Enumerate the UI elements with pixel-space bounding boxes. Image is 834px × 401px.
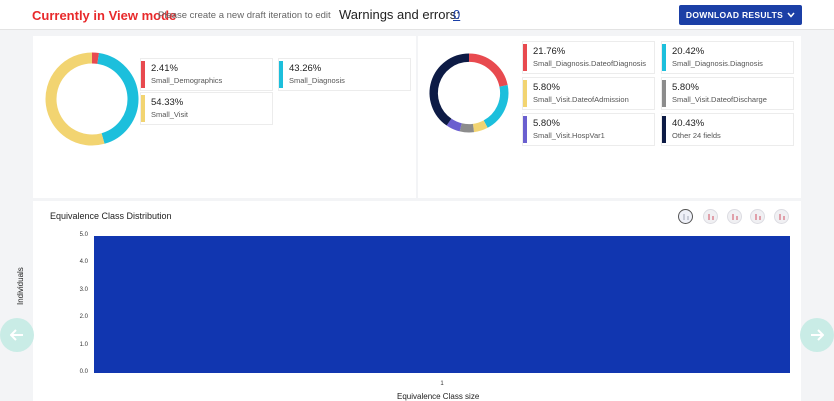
legend-color-bar bbox=[662, 80, 666, 107]
field-donut-slice-1 bbox=[483, 85, 509, 128]
legend-name: Small_Visit.HospVar1 bbox=[533, 131, 605, 140]
top-bar: Currently in View mode Please create a n… bbox=[0, 0, 834, 30]
view-mode-subtitle: Please create a new draft iteration to e… bbox=[158, 10, 331, 21]
legend-color-bar bbox=[662, 44, 666, 71]
chart-type-icon-3[interactable] bbox=[727, 209, 742, 224]
legend-item: 2.41% Small_Demographics bbox=[140, 58, 273, 91]
table-donut-chart bbox=[45, 52, 139, 146]
legend-item: 20.42% Small_Diagnosis.Diagnosis bbox=[661, 41, 794, 74]
legend-name: Small_Demographics bbox=[151, 76, 223, 85]
chart-type-icon-5[interactable] bbox=[774, 209, 789, 224]
view-mode-title: Currently in View mode bbox=[32, 8, 177, 23]
legend-item: 54.33% Small_Visit bbox=[140, 92, 273, 125]
chart-type-icon-2[interactable] bbox=[703, 209, 718, 224]
legend-item: 5.80% Small_Visit.DateofDischarge bbox=[661, 77, 794, 110]
legend-name: Small_Diagnosis bbox=[289, 76, 345, 85]
y-axis-label: Individuals bbox=[16, 267, 25, 305]
next-arrow-button[interactable] bbox=[800, 318, 834, 352]
legend-percent: 5.80% bbox=[533, 82, 560, 93]
field-summary-panel: 21.76% Small_Diagnosis.DateofDiagnosis 2… bbox=[418, 36, 801, 198]
legend-percent: 43.26% bbox=[289, 63, 322, 74]
previous-arrow-button[interactable] bbox=[0, 318, 34, 352]
legend-percent: 40.43% bbox=[672, 118, 705, 129]
legend-name: Small_Diagnosis.DateofDiagnosis bbox=[533, 59, 646, 68]
legend-color-bar bbox=[279, 61, 283, 88]
legend-item: 43.26% Small_Diagnosis bbox=[278, 58, 411, 91]
legend-name: Small_Visit bbox=[151, 110, 188, 119]
field-donut-slice-0 bbox=[468, 53, 508, 87]
equivalence-class-panel: Equivalence Class Distribution bbox=[33, 201, 801, 401]
legend-percent: 21.76% bbox=[533, 46, 566, 57]
table-summary-panel: 2.41% Small_Demographics 43.26% Small_Di… bbox=[33, 36, 416, 198]
legend-item: 5.80% Small_Visit.DateofAdmission bbox=[522, 77, 655, 110]
field-donut-slice-3 bbox=[459, 123, 475, 133]
field-donut-chart bbox=[429, 53, 509, 133]
warnings-count-link[interactable]: 0 bbox=[453, 7, 461, 22]
legend-percent: 54.33% bbox=[151, 97, 184, 108]
legend-item: 21.76% Small_Diagnosis.DateofDiagnosis bbox=[522, 41, 655, 74]
chevron-down-icon bbox=[787, 12, 795, 18]
chart-type-bar-icon[interactable] bbox=[678, 209, 693, 224]
arrow-right-icon bbox=[811, 329, 824, 341]
arrow-left-icon bbox=[10, 329, 23, 341]
table-donut-slice-2 bbox=[45, 52, 105, 146]
legend-color-bar bbox=[523, 44, 527, 71]
legend-percent: 2.41% bbox=[151, 63, 178, 74]
legend-item: 40.43% Other 24 fields bbox=[661, 113, 794, 146]
legend-color-bar bbox=[141, 95, 145, 122]
legend-color-bar bbox=[662, 116, 666, 143]
chart-title: Equivalence Class Distribution bbox=[50, 211, 172, 221]
download-results-button[interactable]: DOWNLOAD RESULTS bbox=[679, 5, 802, 25]
legend-percent: 5.80% bbox=[672, 82, 699, 93]
field-donut-slice-5 bbox=[429, 53, 470, 126]
legend-name: Other 24 fields bbox=[672, 131, 721, 140]
legend-name: Small_Visit.DateofDischarge bbox=[672, 95, 767, 104]
legend-color-bar bbox=[141, 61, 145, 88]
field-donut-slice-2 bbox=[472, 120, 488, 133]
legend-item: 5.80% Small_Visit.HospVar1 bbox=[522, 113, 655, 146]
legend-name: Small_Diagnosis.Diagnosis bbox=[672, 59, 763, 68]
download-results-label: DOWNLOAD RESULTS bbox=[685, 10, 784, 20]
warnings-label: Warnings and errors: bbox=[339, 7, 460, 22]
legend-name: Small_Visit.DateofAdmission bbox=[533, 95, 629, 104]
legend-percent: 20.42% bbox=[672, 46, 705, 57]
field-donut-slice-4 bbox=[446, 118, 462, 132]
legend-color-bar bbox=[523, 116, 527, 143]
legend-color-bar bbox=[523, 80, 527, 107]
table-donut-slice-1 bbox=[97, 53, 139, 144]
legend-percent: 5.80% bbox=[533, 118, 560, 129]
chart-type-icon-4[interactable] bbox=[750, 209, 765, 224]
